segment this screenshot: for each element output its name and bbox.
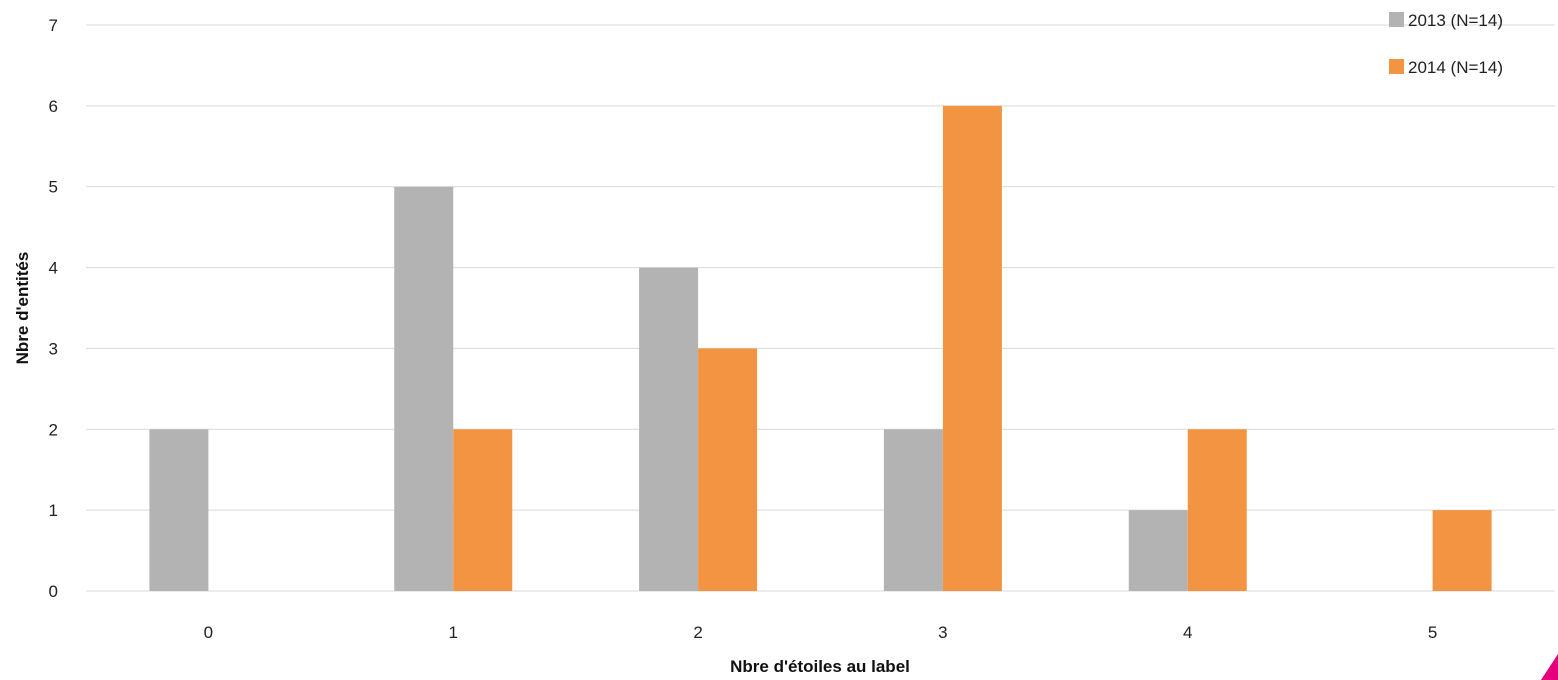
x-tick-label: 1 [449,623,458,642]
y-tick-label: 6 [49,97,58,116]
legend-label: 2014 (N=14) [1408,58,1503,77]
y-tick-label: 2 [49,420,58,439]
x-axis-title: Nbre d'étoiles au label [730,657,910,676]
gridlines [86,24,1555,592]
y-tick-label: 3 [49,339,58,358]
x-axis-ticks: 0 1 2 3 4 5 [204,623,1438,642]
legend-swatch [1389,12,1404,27]
bar-2013-4 [1128,510,1188,591]
y-tick-label: 7 [49,16,58,35]
legend-swatch [1389,59,1404,74]
bar-2013-1 [394,186,454,591]
y-tick-label: 4 [49,259,58,278]
legend-label: 2013 (N=14) [1408,11,1503,30]
y-axis-title: Nbre d'entités [13,252,32,365]
y-axis-ticks: 0 1 2 3 4 5 6 7 [49,16,58,601]
legend: 2013 (N=14) 2014 (N=14) [1389,11,1503,77]
bar-2014-4 [1187,429,1247,591]
bar-2014-1 [453,429,513,591]
bars [149,105,1492,591]
bar-2013-2 [639,267,699,591]
corner-decoration [1541,654,1558,680]
y-tick-label: 5 [49,178,58,197]
bar-2014-3 [942,105,1002,591]
x-tick-label: 3 [938,623,947,642]
bar-2013-3 [883,429,943,591]
bar-2013-0 [149,429,209,591]
y-tick-label: 1 [49,501,58,520]
x-tick-label: 0 [204,623,213,642]
bar-2014-2 [698,348,758,591]
x-tick-label: 2 [693,623,702,642]
x-tick-label: 4 [1183,623,1192,642]
x-tick-label: 5 [1428,623,1437,642]
y-tick-label: 0 [49,582,58,601]
bar-2014-5 [1432,510,1492,591]
